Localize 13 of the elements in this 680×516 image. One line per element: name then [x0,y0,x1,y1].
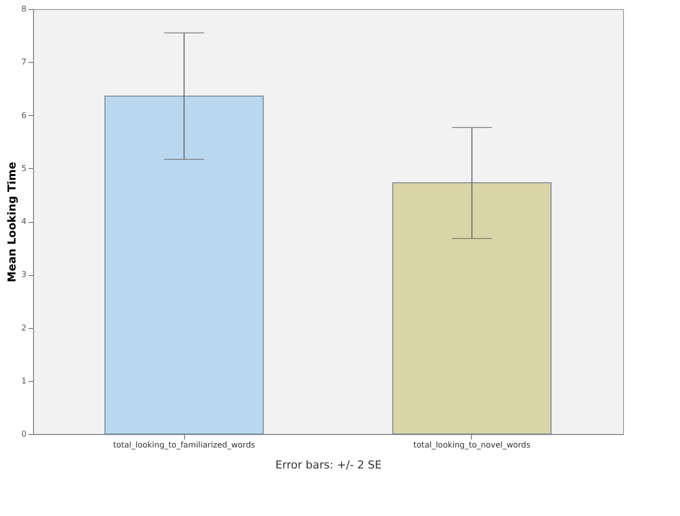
y-tick-label: 7 [21,58,26,67]
y-tick-label: 3 [21,270,26,280]
y-tick-label: 2 [21,323,26,332]
y-tick-label: 6 [21,110,26,120]
y-tick-label: 1 [21,376,26,386]
x-tick-label: total_looking_to_familiarized_words [113,440,256,450]
y-axis-title: Mean Looking Time [5,162,18,282]
x-tick-label: total_looking_to_novel_words [413,440,530,450]
y-tick-label: 8 [21,4,26,14]
y-tick-label: 0 [21,430,26,438]
y-tick-label: 5 [21,164,26,173]
y-tick-label: 4 [21,217,26,226]
text: Error bars: +/- 2 SE [275,458,382,472]
